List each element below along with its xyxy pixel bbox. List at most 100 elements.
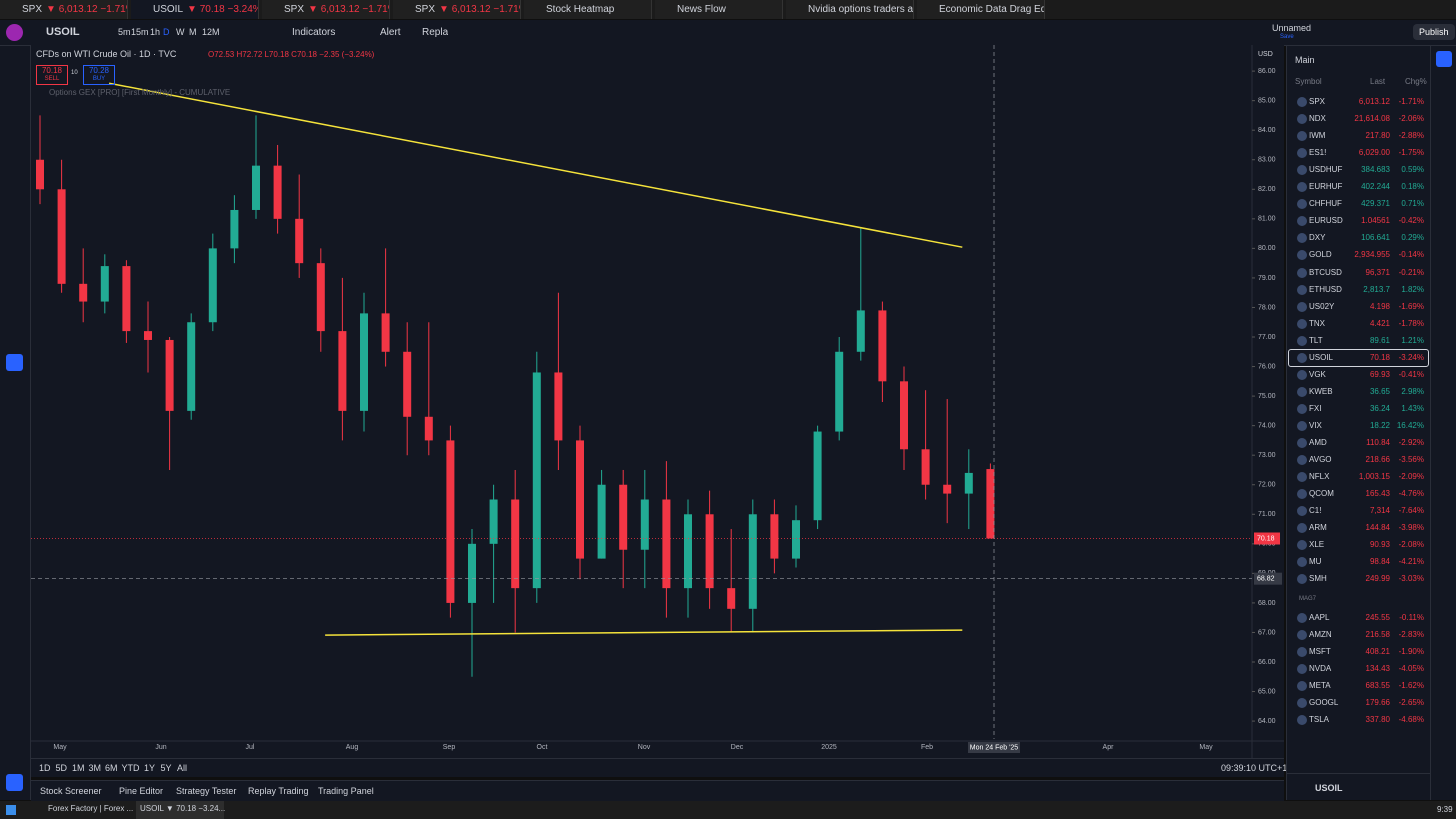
- row-icon[interactable]: [1297, 182, 1307, 193]
- interval[interactable]: 12M: [202, 27, 220, 37]
- row-icon[interactable]: [1297, 681, 1307, 692]
- tab[interactable]: Economic Data Drag Equit: [917, 0, 1045, 19]
- row-symbol[interactable]: ARM: [1309, 523, 1327, 533]
- save[interactable]: Save: [1280, 34, 1294, 40]
- range[interactable]: 1Y: [144, 763, 156, 773]
- row-symbol[interactable]: TSLA: [1309, 715, 1330, 725]
- sell-button[interactable]: 70.18 SELL: [36, 65, 68, 85]
- row-icon[interactable]: [1297, 216, 1307, 227]
- panel-tab[interactable]: Stock Screener: [40, 786, 102, 796]
- tool-star[interactable]: [6, 774, 23, 791]
- row-symbol[interactable]: AMZN: [1309, 630, 1332, 640]
- row-icon[interactable]: [1297, 540, 1307, 551]
- row-symbol[interactable]: MU: [1309, 557, 1322, 567]
- row-symbol[interactable]: AAPL: [1309, 613, 1330, 622]
- panel-tab[interactable]: Strategy Tester: [176, 786, 237, 796]
- row-symbol[interactable]: TLT: [1309, 335, 1323, 345]
- row-icon[interactable]: [1297, 114, 1307, 125]
- row-symbol[interactable]: AVGO: [1309, 455, 1332, 465]
- tool-active[interactable]: [6, 354, 23, 371]
- row-symbol[interactable]: AMD: [1309, 438, 1327, 447]
- tab[interactable]: SPX ▼ 6,013.12 −1.71%: [0, 0, 128, 19]
- task-0[interactable]: Forex Factory | Forex ...: [48, 804, 134, 813]
- row-icon[interactable]: [1297, 613, 1307, 623]
- range[interactable]: 1D: [39, 763, 51, 773]
- watchlist-name[interactable]: Main: [1295, 55, 1315, 65]
- start[interactable]: [6, 805, 16, 815]
- row-icon[interactable]: [1297, 574, 1307, 585]
- row-symbol[interactable]: ETHUSD: [1309, 284, 1342, 294]
- row-icon[interactable]: [1297, 630, 1307, 641]
- panel-tab[interactable]: Trading Panel: [318, 786, 374, 796]
- row-symbol[interactable]: BTCUSD: [1309, 267, 1342, 277]
- tab[interactable]: SPX ▼ 6,013.12 −1.71%: [262, 0, 390, 19]
- row-icon[interactable]: [1297, 506, 1307, 517]
- row-icon[interactable]: [1297, 301, 1307, 312]
- row-icon[interactable]: [1297, 472, 1307, 483]
- indicators[interactable]: Indicators: [292, 27, 336, 38]
- interval[interactable]: D: [163, 27, 170, 37]
- row-symbol[interactable]: SPX: [1309, 97, 1326, 106]
- row-icon[interactable]: [1297, 489, 1307, 500]
- row-icon[interactable]: [1297, 557, 1307, 568]
- row-icon[interactable]: [1297, 386, 1307, 397]
- row-symbol[interactable]: USOIL: [1309, 352, 1334, 362]
- row-icon[interactable]: [1297, 335, 1307, 346]
- row-icon[interactable]: [1297, 318, 1307, 329]
- row-symbol[interactable]: NFLX: [1309, 472, 1330, 482]
- layout-name[interactable]: Unnamed: [1272, 23, 1312, 33]
- range[interactable]: 5Y: [160, 763, 172, 773]
- row-symbol[interactable]: EURHUF: [1309, 182, 1343, 192]
- range[interactable]: 1M: [72, 763, 85, 773]
- row-symbol[interactable]: TNX: [1309, 318, 1325, 328]
- interval[interactable]: W: [176, 27, 185, 37]
- row-icon[interactable]: [1297, 352, 1307, 363]
- range[interactable]: 6M: [105, 763, 118, 773]
- row-icon[interactable]: [1297, 403, 1307, 414]
- row-icon[interactable]: [1297, 647, 1307, 658]
- row-symbol[interactable]: CHFHUF: [1309, 199, 1342, 209]
- row-symbol[interactable]: US02Y: [1309, 301, 1335, 311]
- row-symbol[interactable]: VGK: [1309, 369, 1326, 379]
- row-symbol[interactable]: ES1!: [1309, 148, 1327, 158]
- row-icon[interactable]: [1297, 233, 1307, 244]
- tab[interactable]: Stock Heatmap: [524, 0, 652, 19]
- row-symbol[interactable]: GOLD: [1309, 250, 1332, 260]
- interval[interactable]: 15m: [131, 27, 149, 37]
- row-symbol[interactable]: QCOM: [1309, 489, 1334, 499]
- row-symbol[interactable]: XLE: [1309, 540, 1325, 550]
- detail-symbol[interactable]: USOIL: [1315, 783, 1343, 793]
- row-symbol[interactable]: C1!: [1309, 506, 1322, 516]
- row-icon[interactable]: [1297, 715, 1307, 726]
- panel-tab[interactable]: Replay Trading: [248, 786, 309, 796]
- buy-button[interactable]: 70.28 BUY: [83, 65, 115, 85]
- row-icon[interactable]: [1297, 438, 1307, 448]
- row-icon[interactable]: [1297, 250, 1307, 261]
- range[interactable]: 5D: [55, 763, 68, 773]
- panel-tab[interactable]: Pine Editor: [119, 786, 164, 796]
- replay[interactable]: Replay: [422, 27, 448, 38]
- tab[interactable]: News Flow: [655, 0, 783, 19]
- row-icon[interactable]: [1297, 369, 1307, 380]
- row-symbol[interactable]: KWEB: [1309, 386, 1333, 396]
- tab[interactable]: USOIL ▼ 70.18 −3.24%: [131, 0, 259, 19]
- row-icon[interactable]: [1297, 420, 1307, 431]
- row-icon[interactable]: [1297, 455, 1307, 466]
- symbol[interactable]: USOIL: [46, 26, 80, 38]
- alert[interactable]: Alert: [380, 27, 401, 38]
- tab[interactable]: SPX ▼ 6,013.12 −1.71%: [393, 0, 521, 19]
- row-symbol[interactable]: GOOGL: [1309, 698, 1339, 708]
- row-symbol[interactable]: FXI: [1309, 403, 1322, 413]
- interval[interactable]: M: [189, 27, 197, 37]
- interval[interactable]: 5m: [118, 27, 131, 37]
- row-icon[interactable]: [1297, 284, 1307, 295]
- row-icon[interactable]: [1297, 165, 1307, 176]
- row-symbol[interactable]: NDX: [1309, 114, 1326, 124]
- row-symbol[interactable]: EURUSD: [1309, 216, 1343, 226]
- tab[interactable]: Nvidia options traders are: [786, 0, 914, 19]
- row-symbol[interactable]: META: [1309, 681, 1331, 691]
- row-icon[interactable]: [1297, 523, 1307, 534]
- row-icon[interactable]: [1297, 148, 1307, 159]
- row-icon[interactable]: [1297, 131, 1307, 142]
- row-symbol[interactable]: VIX: [1309, 420, 1322, 430]
